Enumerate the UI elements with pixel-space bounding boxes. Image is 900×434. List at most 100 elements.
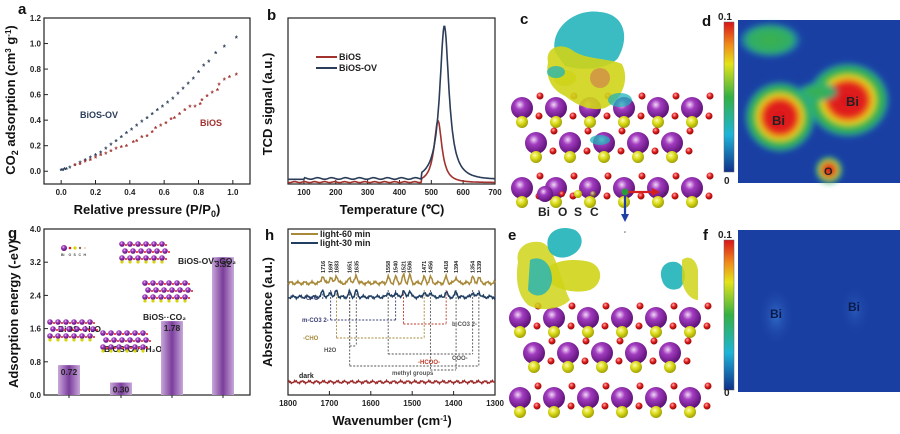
- data-point-bios: *: [228, 74, 232, 83]
- x-tick-label-h: 1400: [445, 399, 463, 408]
- data-point-bios: *: [120, 144, 124, 153]
- atom-o: [533, 402, 541, 410]
- data-point-bios-ov: *: [60, 167, 64, 176]
- density-blob-o: [815, 156, 843, 184]
- atom-bi: [625, 342, 647, 364]
- mini-atom-bi: [71, 319, 77, 325]
- series-line-bios: [287, 120, 495, 184]
- atom-o: [534, 382, 542, 390]
- bar-category-label: BiOS-OV··CO₂: [178, 256, 236, 266]
- data-point-bios-ov: *: [202, 63, 206, 72]
- mini-atom-bi: [135, 241, 141, 247]
- atom-o: [618, 127, 626, 135]
- mini-atom-o: [106, 333, 108, 335]
- mini-atom-s: [125, 349, 129, 353]
- mini-atom-o: [152, 251, 154, 253]
- data-point-bios-ov: *: [68, 165, 72, 174]
- peak-label: 1418: [444, 261, 450, 273]
- x-tick-label-b: 600: [456, 188, 470, 197]
- y-tick-label-a: 0.8: [30, 65, 42, 74]
- axis-b-dot: [621, 188, 629, 196]
- series-line-dark: [287, 378, 496, 386]
- colorbar-d-max: 0.1: [718, 12, 732, 23]
- chart-h: 1800 1700 1600 1500 1400 1300 1716 1697 1683 165…: [260, 228, 504, 428]
- y-tick-label-a: 0.2: [30, 142, 42, 151]
- mini-atom-o: [172, 297, 174, 299]
- y-tick-label-a: 0.4: [30, 116, 42, 125]
- mini-atom-s: [141, 349, 145, 353]
- colorbar-d-min: 0: [724, 176, 730, 187]
- panel-label-d: d: [702, 13, 711, 30]
- mini-atom-bi: [135, 255, 141, 261]
- mini-atom-bi: [119, 337, 125, 343]
- x-axis-label-h-sup: -1: [440, 414, 448, 423]
- x-tick-label-h: 1600: [362, 399, 380, 408]
- y-axis-label-a-t2: adsorption (cm: [3, 53, 18, 151]
- atom-o: [568, 302, 576, 310]
- mini-atom-o: [151, 290, 153, 292]
- series-line-light-30: [288, 288, 496, 301]
- inset-legend-s: [73, 246, 77, 250]
- x-tick-label-a: 0.4: [124, 188, 136, 197]
- assignment-label: -CHO: [303, 336, 319, 342]
- atom-s: [514, 326, 526, 338]
- legend-atom-bi: [537, 186, 553, 202]
- data-point-bios: *: [109, 148, 113, 157]
- atom-s: [514, 406, 526, 418]
- mini-atom-o: [128, 251, 130, 253]
- mini-atom-o: [180, 283, 182, 285]
- atom-o: [637, 192, 645, 200]
- atom-o: [601, 402, 609, 410]
- mini-atom-o: [175, 290, 177, 292]
- atom-s: [530, 151, 542, 163]
- atom-s: [582, 326, 594, 338]
- peak-label: 1558: [386, 261, 392, 273]
- data-point-bios-ov: *: [104, 146, 108, 155]
- data-point-bios-ov: *: [65, 166, 69, 175]
- plot-frame-b: [287, 17, 496, 185]
- mini-atom-o: [109, 340, 111, 342]
- assignment-label: b-CO3 2-: [452, 322, 477, 328]
- data-point-bios: *: [211, 89, 215, 98]
- atom-o: [583, 147, 591, 155]
- data-point-bios: *: [140, 134, 144, 143]
- mini-atom-bi: [108, 344, 114, 350]
- data-point-bios-ov: *: [78, 160, 82, 169]
- density-blob-bi-2: [806, 62, 890, 138]
- atom-o: [671, 112, 679, 120]
- data-point-bios: *: [73, 162, 77, 171]
- assignment-label: -HCOO-: [418, 360, 440, 366]
- data-point-bios: *: [154, 125, 158, 134]
- mini-atom-bi: [74, 326, 80, 332]
- atom-bi: [557, 342, 579, 364]
- peak-label: 1697: [329, 261, 335, 273]
- atom-bi: [679, 387, 701, 409]
- x-tick-label-b: 700: [488, 188, 502, 197]
- mini-atom-bi: [103, 337, 109, 343]
- data-point-bios: *: [194, 103, 198, 112]
- atom-bi: [613, 177, 635, 199]
- mini-atom-bi: [55, 333, 61, 339]
- data-point-bios-ov: *: [109, 142, 113, 151]
- y-axis-label-a-sup: 3: [4, 48, 13, 53]
- atom-o: [616, 337, 624, 345]
- legend-label-o: O: [558, 205, 567, 219]
- data-point-bios: *: [115, 146, 119, 155]
- mini-atom-bi: [158, 280, 164, 286]
- mini-atom-o: [157, 258, 159, 260]
- assignment-label: COO-: [452, 356, 468, 362]
- mini-atom-s: [136, 260, 140, 264]
- mini-atom-bi: [132, 344, 138, 350]
- legend-label-c: C: [590, 205, 599, 219]
- plot-frame-g: [43, 228, 251, 396]
- legend-atom-s: [574, 190, 582, 198]
- atom-s: [650, 406, 662, 418]
- atom-o: [670, 302, 678, 310]
- data-point-bios-ov: *: [214, 50, 218, 59]
- mini-atom-o: [85, 322, 87, 324]
- mini-atom-bi: [87, 319, 93, 325]
- mini-atom-bi: [166, 280, 172, 286]
- data-point-bios-ov: *: [181, 86, 185, 95]
- mini-atom-o: [183, 290, 185, 292]
- data-point-bios: *: [206, 93, 210, 102]
